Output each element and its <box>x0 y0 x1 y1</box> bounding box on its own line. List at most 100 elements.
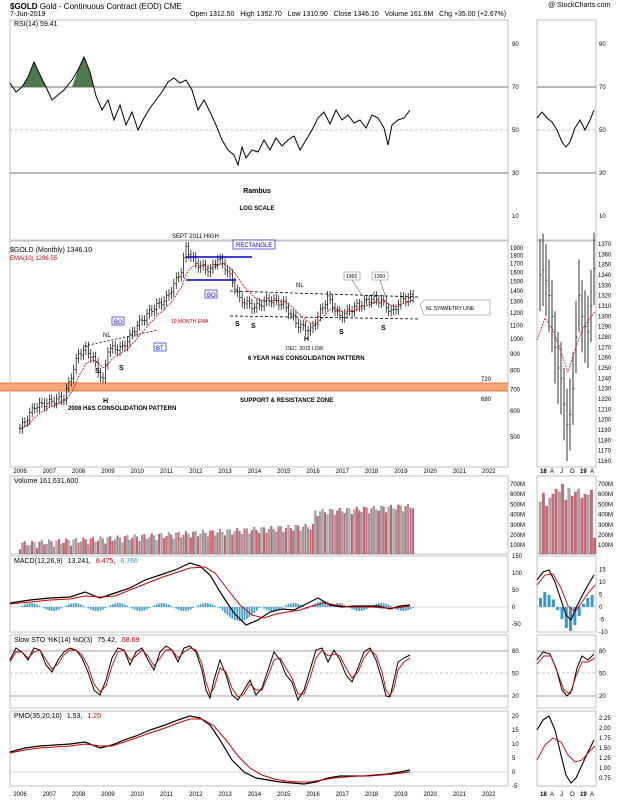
volume-bar <box>140 535 143 555</box>
volume-bar <box>353 509 356 555</box>
macd-histogram-bar <box>26 603 29 607</box>
open-value: Open 1312.50 <box>190 11 235 18</box>
year-tick-label: 2020 <box>424 469 438 475</box>
s-label-3: S <box>235 321 240 328</box>
macd-histogram-bar <box>343 604 346 607</box>
volume-bar <box>170 534 173 555</box>
sto-k-line <box>9 645 411 702</box>
year-tick-label: 2007 <box>43 792 57 798</box>
year-tick-label: 2016 <box>306 792 320 798</box>
inset-month-label: A <box>590 469 594 475</box>
rsi-overbought-fill <box>22 57 94 87</box>
volume-bar <box>370 508 373 555</box>
volume-bar <box>211 530 214 555</box>
volume-bar <box>294 525 297 555</box>
macd-histogram-bar <box>334 605 336 607</box>
volume-bar <box>392 508 395 555</box>
low-value: Low 1310.90 <box>287 11 328 18</box>
inset-volume-bar <box>545 505 548 555</box>
macd-histogram-bar <box>155 604 158 607</box>
macd-histogram-bar <box>387 604 390 607</box>
dec-2015-label: DEC. 2015 LOW <box>286 346 324 352</box>
h-label-2008: H <box>103 398 108 405</box>
year-tick-label: 2022 <box>482 792 496 798</box>
macd-histogram-bar <box>116 603 119 607</box>
rsi-inset-tick-label: 70 <box>599 85 606 91</box>
pmo-inset-tick-label: 1.75 <box>599 736 611 742</box>
volume-bar <box>38 541 41 555</box>
sto-legend-label: Slow STO %K(14) %D(3) <box>14 637 92 644</box>
inset-price-tick-label: 1180 <box>598 438 612 444</box>
volume-bar <box>343 513 346 555</box>
macd-histogram-bar <box>165 603 168 607</box>
macd-histogram-bar <box>326 601 329 607</box>
macd-histogram-bar <box>412 607 414 608</box>
macd-histogram-bar <box>297 603 300 607</box>
volume-bar <box>307 527 309 555</box>
inset-price-tick-label: 1200 <box>598 418 612 424</box>
ema-line <box>19 263 414 430</box>
volume-bar <box>277 526 280 555</box>
volume-bar <box>258 533 261 555</box>
volume-bar <box>292 530 295 555</box>
volume-bar <box>328 509 331 555</box>
macd-histogram-bar <box>268 607 270 611</box>
macd-tick-label: 150 <box>512 554 523 560</box>
volume-inset-tick-label: 600M <box>598 492 613 498</box>
volume-bar <box>297 525 300 555</box>
volume-bar <box>202 530 204 555</box>
macd-histogram-bar <box>82 605 85 607</box>
macd-signal-line <box>9 566 411 619</box>
macd-histogram-bar <box>77 603 80 607</box>
volume-bar <box>187 533 190 555</box>
macd-histogram-bar <box>197 605 199 607</box>
volume-bar <box>331 509 334 555</box>
macd-histogram-bar <box>290 603 292 607</box>
macd-histogram-bar <box>28 603 31 607</box>
volume-bar <box>407 503 410 555</box>
volume-bar <box>390 504 392 555</box>
inset-price-tick-label: 1240 <box>598 376 612 382</box>
volume-bar <box>199 533 202 555</box>
volume-bar <box>72 539 75 555</box>
macd-histogram-bar <box>23 604 26 607</box>
price-tick-label: 1600 <box>510 270 524 276</box>
macd-inset-tick-label: 15 <box>599 568 606 574</box>
volume-bar <box>304 524 307 555</box>
macd-histogram-bar <box>67 604 70 607</box>
volume-bar <box>84 539 87 555</box>
macd-histogram-bar <box>160 603 163 607</box>
volume-bar <box>194 531 197 555</box>
macd-histogram-bar <box>280 607 282 608</box>
macd-histogram-bar <box>219 607 221 609</box>
macd-histogram-bar <box>53 607 55 611</box>
macd-histogram-bar <box>131 607 134 609</box>
inset-price-tick-label: 1370 <box>598 242 612 248</box>
volume-bar <box>272 529 275 555</box>
inset-volume-bar <box>570 495 574 555</box>
zone-top-value: 720 <box>481 377 492 383</box>
volume-bar <box>172 538 175 555</box>
macd-histogram-bar <box>270 607 273 611</box>
macd-panel: MACD(12,26,9) 13.241, 6.475, 6.766 15010… <box>9 554 608 636</box>
macd-histogram-bar <box>187 607 190 611</box>
rsi-axis: 90 90 70 70 50 50 30 30 10 10 <box>512 42 606 220</box>
inset-price-tick-label: 1330 <box>598 283 612 289</box>
sto-inset-tick-label: 80 <box>599 649 606 655</box>
inset-volume-bar <box>593 537 596 555</box>
volume-bar <box>216 532 219 555</box>
macd-line <box>9 562 411 626</box>
volume-inset-tick-label: 200M <box>598 533 613 539</box>
macd-histogram-bar <box>104 607 107 609</box>
macd-histogram-bar <box>363 607 365 611</box>
volume-bar <box>123 536 126 555</box>
volume-bar <box>397 504 400 555</box>
rsi-tick-label: 50 <box>512 128 519 134</box>
volume-bar <box>250 530 253 555</box>
volume-bar <box>23 541 26 555</box>
volume-bar <box>206 536 209 555</box>
macd-histogram-bar <box>175 607 177 609</box>
inset-volume-bar <box>538 501 542 555</box>
macd-histogram-bar <box>94 607 97 611</box>
macd-histogram-bar <box>236 607 239 621</box>
